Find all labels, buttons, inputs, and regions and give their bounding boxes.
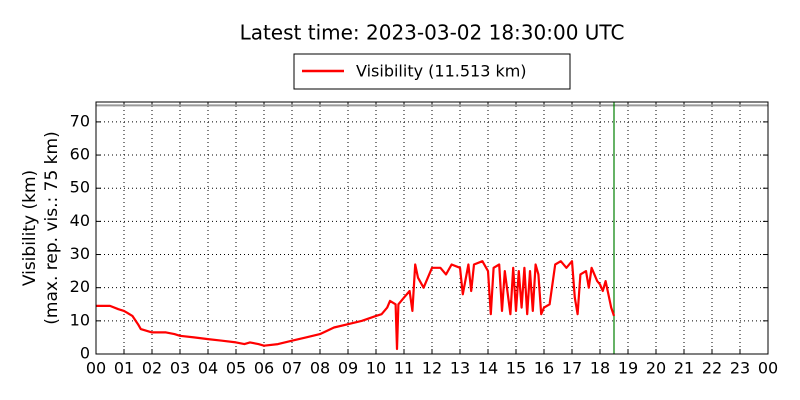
x-tick-label: 11 — [394, 359, 414, 378]
x-tick-label: 21 — [674, 359, 694, 378]
x-tick-label: 12 — [422, 359, 442, 378]
y-tick-label: 30 — [70, 244, 90, 263]
plot-frame — [95, 101, 769, 355]
x-tick-label: 06 — [254, 359, 274, 378]
y-tick-label: 70 — [70, 111, 90, 130]
x-tick-label: 16 — [534, 359, 554, 378]
data-line — [96, 260, 616, 351]
x-tick-label: 13 — [450, 359, 470, 378]
x-tick-label: 18 — [590, 359, 610, 378]
x-tick-label: 01 — [114, 359, 134, 378]
x-tick-label: 08 — [310, 359, 330, 378]
x-tick-label: 22 — [702, 359, 722, 378]
x-tick-label: 19 — [618, 359, 638, 378]
y-axis-label: Visibility (km) — [20, 170, 40, 286]
y-axis-label: (max. rep. vis.: 75 km) — [42, 131, 62, 324]
y-tick-label: 40 — [70, 211, 90, 230]
x-tick-label: 02 — [142, 359, 162, 378]
x-tick-label: 04 — [198, 359, 218, 378]
x-tick-label: 00 — [86, 359, 106, 378]
y-tick-label: 60 — [70, 145, 90, 164]
x-tick-label: 15 — [506, 359, 526, 378]
legend-label: Visibility (11.513 km) — [356, 62, 527, 81]
y-tick-label: 20 — [70, 277, 90, 296]
x-tick-label: 23 — [730, 359, 750, 378]
chart-title: Latest time: 2023-03-02 18:30:00 UTC — [240, 21, 625, 45]
y-tick-label: 10 — [70, 310, 90, 329]
x-tick-label: 03 — [170, 359, 190, 378]
x-tick-label: 07 — [282, 359, 302, 378]
x-tick-label: 09 — [338, 359, 358, 378]
x-tick-label: 17 — [562, 359, 582, 378]
y-tick-label: 50 — [70, 178, 90, 197]
x-tick-label: 14 — [478, 359, 498, 378]
x-tick-label: 10 — [366, 359, 386, 378]
x-tick-label: 05 — [226, 359, 246, 378]
y-tick-label: 0 — [80, 344, 90, 363]
x-tick-label: 00 — [758, 359, 778, 378]
x-tick-label: 20 — [646, 359, 666, 378]
